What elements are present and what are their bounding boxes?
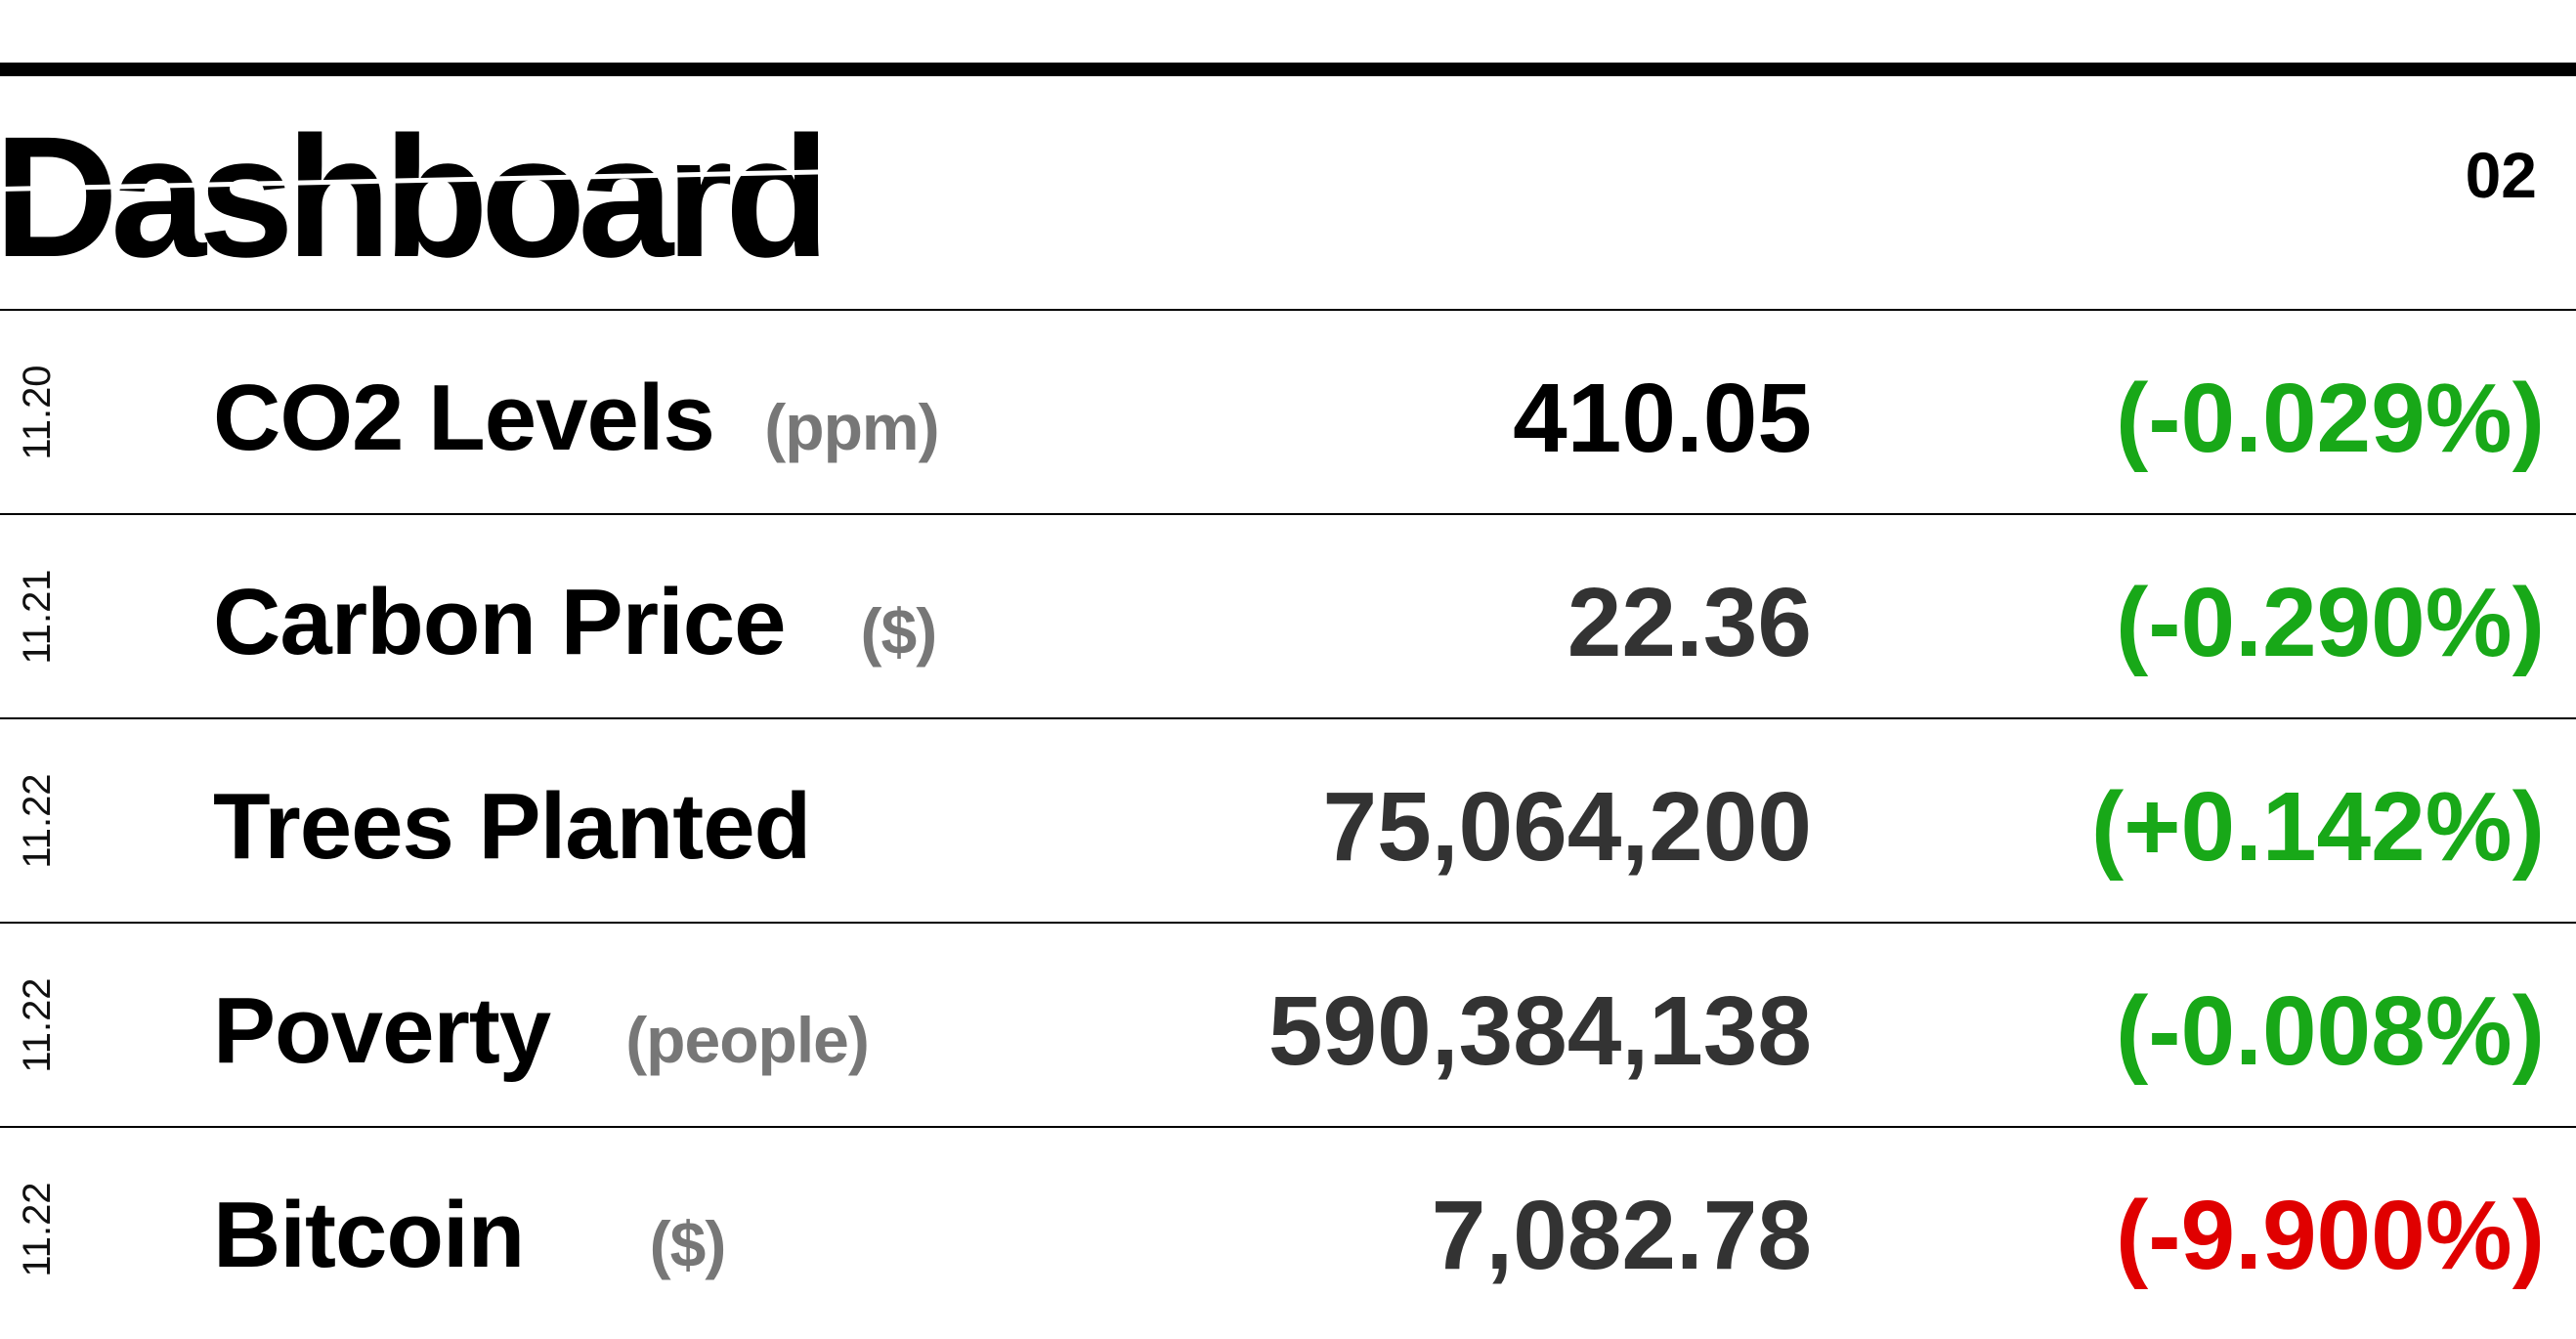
metric-unit: (ppm) (764, 391, 939, 463)
metric-label: CO2 Levels (213, 366, 715, 470)
page-title: Dashboard (0, 102, 830, 293)
metric-row-poverty: 11.22 Poverty (people) 590,384,138 (-0.0… (0, 922, 2576, 1126)
metric-label: Poverty (213, 978, 551, 1083)
metric-change: (+0.142%) (2090, 772, 2545, 882)
metric-value: 22.36 (1567, 568, 1812, 677)
header: Dashboard 02 (0, 76, 2576, 311)
metric-name: Poverty (people) (213, 982, 870, 1089)
metric-value: 410.05 (1513, 364, 1812, 473)
row-date: 11.22 (16, 773, 59, 869)
row-date: 11.22 (16, 1182, 59, 1277)
page-number: 02 (2465, 139, 2537, 211)
metric-value: 7,082.78 (1431, 1181, 1812, 1290)
metric-row-co2: 11.20 CO2 Levels (ppm) 410.05 (-0.029%) (0, 309, 2576, 513)
row-date: 11.20 (16, 365, 59, 460)
metric-unit: ($) (860, 595, 938, 668)
metric-change: (-0.008%) (2115, 976, 2545, 1086)
row-date: 11.21 (16, 569, 59, 665)
metric-label: Bitcoin (213, 1183, 525, 1287)
metric-unit: ($) (649, 1208, 727, 1280)
metric-label: Trees Planted (213, 774, 811, 879)
metric-name: Carbon Price ($) (213, 574, 938, 680)
metric-value: 75,064,200 (1322, 772, 1813, 882)
metric-change: (-0.290%) (2115, 568, 2545, 677)
metric-value: 590,384,138 (1267, 976, 1812, 1086)
metric-row-bitcoin: 11.22 Bitcoin ($) 7,082.78 (-9.900%) (0, 1126, 2576, 1330)
metric-label: Carbon Price (213, 570, 787, 674)
metric-name: Bitcoin ($) (213, 1187, 727, 1293)
metric-row-carbon-price: 11.21 Carbon Price ($) 22.36 (-0.290%) (0, 513, 2576, 717)
row-date: 11.22 (16, 977, 59, 1073)
metric-change: (-0.029%) (2115, 364, 2545, 473)
metric-unit: (people) (625, 1004, 870, 1076)
metric-name: CO2 Levels (ppm) (213, 366, 940, 476)
top-rule (0, 63, 2576, 76)
metrics-list: 11.20 CO2 Levels (ppm) 410.05 (-0.029%) … (0, 309, 2576, 1330)
metric-row-trees-planted: 11.22 Trees Planted 75,064,200 (+0.142%) (0, 717, 2576, 922)
metric-name: Trees Planted (213, 778, 811, 885)
metric-change: (-9.900%) (2115, 1181, 2545, 1290)
